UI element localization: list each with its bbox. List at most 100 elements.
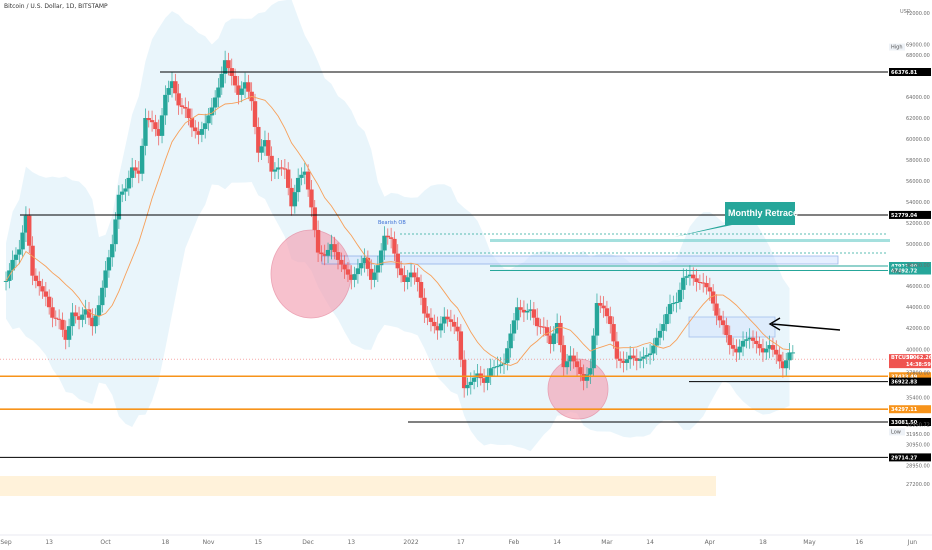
annotations-layer: Monthly Retrace Bearish OB xyxy=(378,202,841,331)
candle-body xyxy=(757,344,762,349)
candle-body xyxy=(684,276,689,278)
y-tick-label: 31950.00 xyxy=(906,432,930,438)
candle-body xyxy=(634,358,639,361)
candle-body xyxy=(349,274,354,280)
candle-body xyxy=(56,318,62,320)
candle-body xyxy=(226,60,231,69)
candle-body xyxy=(242,82,248,89)
candle-body xyxy=(143,118,148,146)
candle-body xyxy=(246,82,251,92)
x-tick-label: Apr xyxy=(705,539,716,546)
candle-body xyxy=(173,81,178,94)
candle-body xyxy=(452,321,457,327)
candle-body xyxy=(604,308,610,317)
candle-body xyxy=(236,85,241,95)
candle-body xyxy=(408,272,414,278)
candle-body xyxy=(322,254,327,256)
low-tag: Low xyxy=(891,429,901,435)
y-tick-label: 44000.00 xyxy=(906,305,930,311)
candle-body xyxy=(136,170,141,174)
consolidation-box xyxy=(688,316,776,338)
candle-body xyxy=(747,337,752,340)
candle-body xyxy=(624,359,630,363)
candle-body xyxy=(179,105,185,107)
candle-body xyxy=(594,303,600,336)
candle-body xyxy=(113,219,118,245)
candle-body xyxy=(535,317,540,327)
candle-body xyxy=(103,270,108,288)
x-tick-label: 14 xyxy=(646,539,654,546)
candle-body xyxy=(691,274,696,279)
countdown: 14:38:59 xyxy=(906,362,931,368)
candle-body xyxy=(216,87,221,98)
y-tick-label: 62000.00 xyxy=(906,116,930,122)
price-axis[interactable]: 72000.00 69000.00 68000.00 64000.00 62000.00… xyxy=(0,11,932,488)
candle-body xyxy=(714,303,719,316)
candle-body xyxy=(661,324,666,331)
candle-body xyxy=(704,283,709,288)
candle-body xyxy=(359,263,364,269)
candle-body xyxy=(717,315,722,321)
candle-body xyxy=(637,358,643,361)
candle-body xyxy=(219,73,224,88)
candle-body xyxy=(402,275,407,282)
candle-body xyxy=(740,340,746,347)
candle-body xyxy=(375,265,381,273)
candle-body xyxy=(581,373,586,381)
level-label-bg xyxy=(889,377,931,386)
candle-body xyxy=(332,244,337,253)
candle-body xyxy=(83,309,88,315)
level-label-bg xyxy=(889,210,931,219)
candle-body xyxy=(468,381,473,386)
candle-body xyxy=(508,333,513,349)
candle-body xyxy=(203,123,208,130)
candle-body xyxy=(574,361,580,368)
candle-body xyxy=(133,167,138,171)
candle-body xyxy=(46,296,52,308)
candle-body xyxy=(398,268,404,276)
candle-body xyxy=(505,348,510,363)
candle-body xyxy=(412,272,417,278)
candle-body xyxy=(674,301,679,304)
support-zone xyxy=(0,476,716,496)
candle-body xyxy=(93,315,98,327)
candle-body xyxy=(50,307,55,318)
y-tick-label: 68000.00 xyxy=(906,53,930,59)
chart-title: Bitcoin / U.S. Dollar, 1D, BITSTAMP xyxy=(4,3,108,10)
candle-body xyxy=(671,303,676,305)
bearish-ob-zone xyxy=(321,255,839,265)
candle-body xyxy=(608,316,613,325)
candle-body xyxy=(744,339,749,341)
candle-body xyxy=(548,335,553,345)
y-tick-label: 50000.00 xyxy=(906,242,930,248)
candle-body xyxy=(342,264,347,270)
candle-body xyxy=(784,360,789,369)
candle-body xyxy=(774,349,779,355)
candle-body xyxy=(206,115,211,124)
candle-body xyxy=(422,297,427,314)
candle-body xyxy=(425,313,430,318)
candle-body xyxy=(388,237,394,239)
candle-body xyxy=(335,252,341,260)
candle-body xyxy=(677,289,683,302)
level-label: 33081.50 xyxy=(891,420,918,426)
candle-body xyxy=(528,309,533,311)
candle-body xyxy=(591,335,596,369)
candle-body xyxy=(405,277,410,282)
candle-body xyxy=(120,191,125,195)
candle-body xyxy=(730,345,736,349)
x-tick-label: 15 xyxy=(254,539,262,546)
time-axis[interactable]: Sep 13 Oct 18 Nov 15 Dec 13 2022 17 Feb 14 Mar 14 Apr 1… xyxy=(0,534,932,546)
candle-body xyxy=(129,167,135,178)
candle-body xyxy=(584,374,590,381)
candle-body xyxy=(110,244,115,258)
candle-body xyxy=(40,286,45,292)
level-label-bg xyxy=(889,372,931,381)
y-tick-label: 46000.00 xyxy=(906,284,930,290)
x-tick-label: 14 xyxy=(553,539,561,546)
candle-body xyxy=(20,232,25,250)
candle-body xyxy=(558,322,563,346)
candle-body xyxy=(289,187,294,207)
candle-body xyxy=(432,321,437,327)
